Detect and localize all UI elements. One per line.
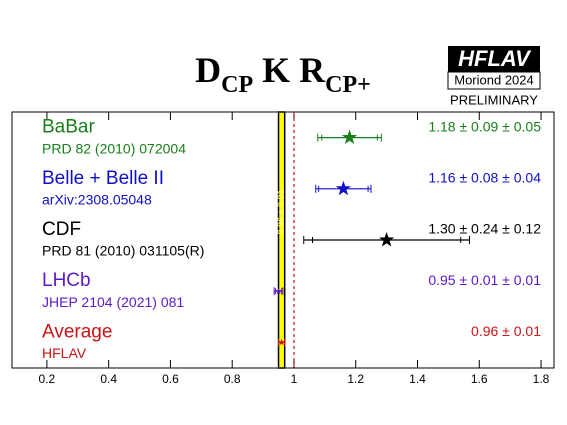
row-reference: JHEP 2104 (2021) 081 xyxy=(42,294,184,310)
value-label: 1.18 ± 0.09 ± 0.05 xyxy=(428,118,541,134)
x-tick-label: 0.8 xyxy=(224,372,241,386)
row-reference: PRD 82 (2010) 072004 xyxy=(42,140,186,156)
row-name: Belle + Belle II xyxy=(42,168,164,189)
value-label: 1.16 ± 0.08 ± 0.04 xyxy=(428,170,541,186)
x-tick-label: 0.4 xyxy=(100,372,117,386)
chart-title: DCP K RCP+ xyxy=(195,50,371,97)
x-tick-label: 1.2 xyxy=(347,372,364,386)
x-tick-label: 1.6 xyxy=(471,372,488,386)
x-tick-label: 1.8 xyxy=(533,372,550,386)
marker xyxy=(335,180,351,196)
logo-name: HFLAV xyxy=(458,46,532,71)
average-band xyxy=(277,111,286,369)
logo-status: PRELIMINARY xyxy=(450,92,538,107)
marker xyxy=(278,338,285,346)
row-name: CDF xyxy=(42,219,81,240)
x-tick-label: 0.2 xyxy=(39,372,56,386)
marker xyxy=(341,129,358,145)
row-reference: HFLAV xyxy=(42,345,87,361)
row-name: BaBar xyxy=(42,117,95,138)
value-label: 0.96 ± 0.01 xyxy=(471,323,541,339)
x-tick-label: 1 xyxy=(291,372,298,386)
title-part: K R xyxy=(253,50,326,90)
marker xyxy=(379,232,395,247)
title-part: CP xyxy=(221,72,253,98)
row-name: LHCb xyxy=(42,270,91,291)
x-tick-label: 1.4 xyxy=(409,372,426,386)
logo-box xyxy=(448,46,540,72)
row-name: Average xyxy=(42,321,112,342)
logo-conference: Moriond 2024 xyxy=(454,72,534,87)
row-reference: arXiv:2308.05048 xyxy=(42,192,152,208)
value-label: 1.30 ± 0.24 ± 0.12 xyxy=(428,221,541,237)
title-part: CP+ xyxy=(325,72,371,98)
band-label: 0.96 ± 0.01 xyxy=(276,190,286,235)
x-tick-label: 0.6 xyxy=(162,372,179,386)
row-reference: PRD 81 (2010) 031105(R) xyxy=(42,243,204,259)
logo-sub-box xyxy=(447,71,541,90)
value-label: 0.95 ± 0.01 ± 0.01 xyxy=(428,272,541,288)
title-part: D xyxy=(195,50,221,90)
marker xyxy=(275,287,282,294)
